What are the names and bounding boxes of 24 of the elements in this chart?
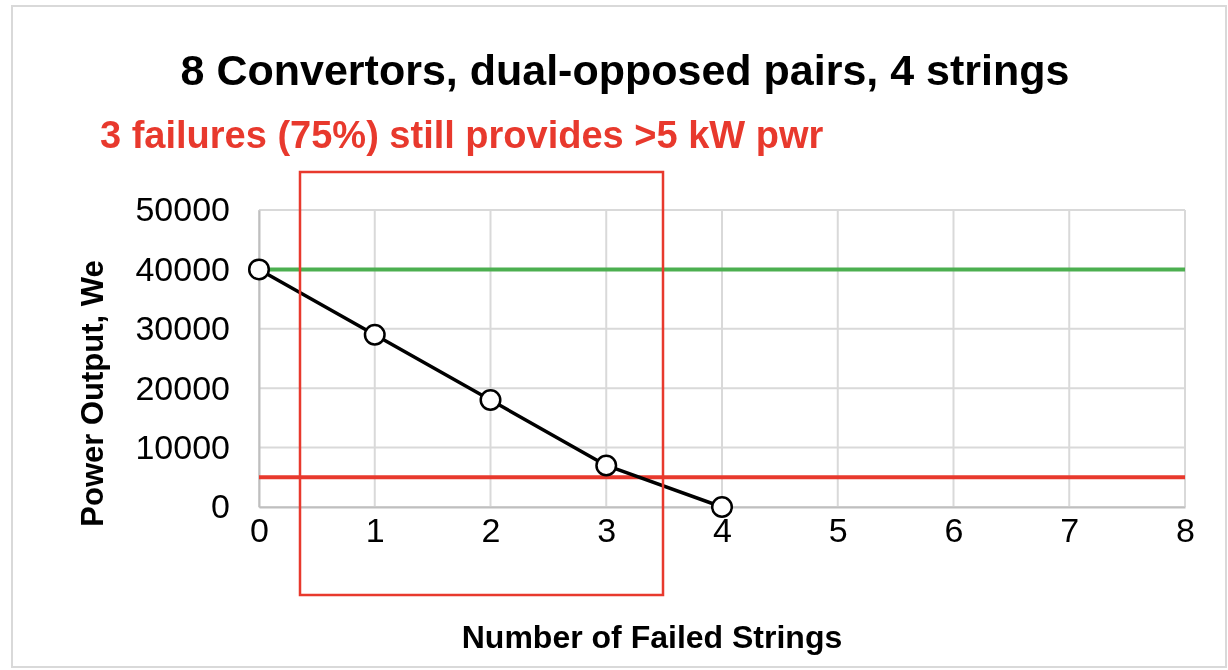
x-tick-label: 8 [1176,511,1195,550]
x-axis-title: Number of Failed Strings [461,619,843,655]
y-tick-label: 0 [211,487,230,526]
chart-subtitle: 3 failures (75%) still provides >5 kW pwr [100,114,824,156]
x-tick-label: 5 [828,511,848,550]
y-tick-label: 30000 [135,309,230,348]
x-tick-label: 7 [1060,511,1080,550]
x-tick-label: 0 [250,511,269,550]
y-tick-label: 50000 [135,190,230,229]
point [479,389,502,412]
chart-title: 8 Convertors, dual-opposed pairs, 4 strings [180,46,1070,94]
x-tick-label: 4 [713,511,732,550]
point [363,323,386,346]
y-axis-title: Power Output, We [75,260,110,527]
point [595,454,618,477]
y-tick-label: 40000 [135,249,230,288]
x-tick-label: 3 [597,511,617,550]
y-tick-label: 20000 [135,368,230,407]
x-tick-label: 6 [944,511,964,550]
x-tick-label: 1 [365,511,385,550]
y-tick-label: 10000 [135,427,230,466]
point [710,496,734,518]
x-tick-label: 2 [481,511,501,550]
point [247,258,271,281]
